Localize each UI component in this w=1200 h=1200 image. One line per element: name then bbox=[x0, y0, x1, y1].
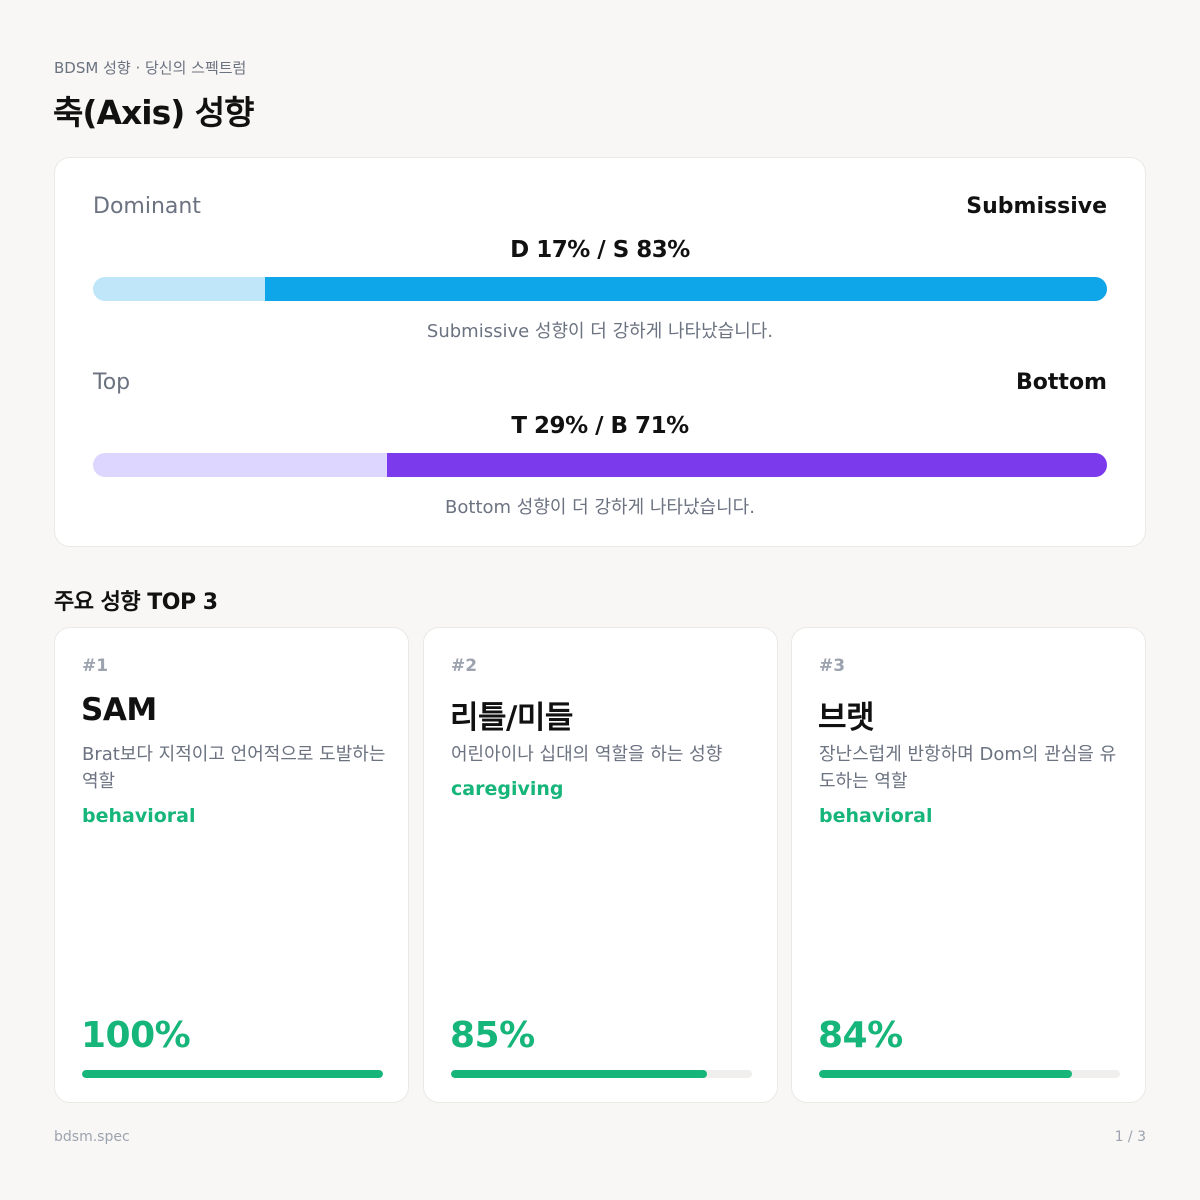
axis-fill bbox=[265, 277, 1107, 301]
trait-name: 리틀/미들 bbox=[450, 700, 573, 736]
trait-progress-bar bbox=[819, 1070, 1120, 1078]
trait-category: behavioral bbox=[82, 805, 196, 827]
trait-description: 어린아이나 십대의 역할을 하는 성향 bbox=[451, 744, 723, 765]
trait-percent: 100% bbox=[81, 1015, 191, 1056]
eyebrow: BDSM 성향 · 당신의 스펙트럼 bbox=[54, 59, 247, 77]
trait-rank: #3 bbox=[819, 656, 846, 676]
page-indicator: 1 / 3 bbox=[1114, 1129, 1146, 1145]
axis-left-label: Top bbox=[93, 370, 131, 395]
trait-percent: 85% bbox=[450, 1015, 535, 1056]
trait-progress-fill bbox=[82, 1070, 383, 1078]
trait-rank: #1 bbox=[82, 656, 109, 676]
trait-name: 브랫 bbox=[818, 700, 875, 736]
trait-card-3: #3 브랫 장난스럽게 반항하며 Dom의 관심을 유도하는 역할 behavi… bbox=[791, 627, 1146, 1103]
trait-card-2: #2 리틀/미들 어린아이나 십대의 역할을 하는 성향 caregiving … bbox=[423, 627, 778, 1103]
trait-category: behavioral bbox=[819, 805, 933, 827]
axis-fill bbox=[387, 453, 1107, 477]
axis-left-label: Dominant bbox=[93, 194, 201, 219]
trait-progress-fill bbox=[819, 1070, 1072, 1078]
trait-progress-fill bbox=[451, 1070, 707, 1078]
trait-category: caregiving bbox=[451, 778, 564, 800]
axis-ratio: D 17% / S 83% bbox=[510, 237, 690, 263]
axis-right-label: Submissive bbox=[966, 194, 1107, 219]
trait-rank: #2 bbox=[451, 656, 478, 676]
trait-progress-bar bbox=[82, 1070, 383, 1078]
axis-note: Submissive 성향이 더 강하게 나타났습니다. bbox=[426, 321, 774, 342]
trait-percent: 84% bbox=[818, 1015, 903, 1056]
axis-track bbox=[93, 453, 1107, 477]
axis-note: Bottom 성향이 더 강하게 나타났습니다. bbox=[445, 497, 755, 518]
trait-card-1: #1 SAM Brat보다 지적이고 언어적으로 도발하는 역할 behavio… bbox=[54, 627, 409, 1103]
axis-track bbox=[93, 277, 1107, 301]
page-title: 축(Axis) 성향 bbox=[53, 93, 255, 132]
trait-description: 장난스럽게 반항하며 Dom의 관심을 유도하는 역할 bbox=[819, 744, 1117, 792]
trait-description: Brat보다 지적이고 언어적으로 도발하는 역할 bbox=[82, 744, 386, 792]
section-title: 주요 성향 TOP 3 bbox=[54, 590, 218, 615]
axis-ratio: T 29% / B 71% bbox=[511, 413, 689, 439]
trait-progress-bar bbox=[451, 1070, 752, 1078]
trait-name: SAM bbox=[81, 692, 157, 728]
axis-card: Dominant Submissive D 17% / S 83% Submis… bbox=[54, 157, 1146, 547]
footer-brand: bdsm.spec bbox=[54, 1129, 130, 1145]
axis-right-label: Bottom bbox=[1016, 370, 1107, 395]
